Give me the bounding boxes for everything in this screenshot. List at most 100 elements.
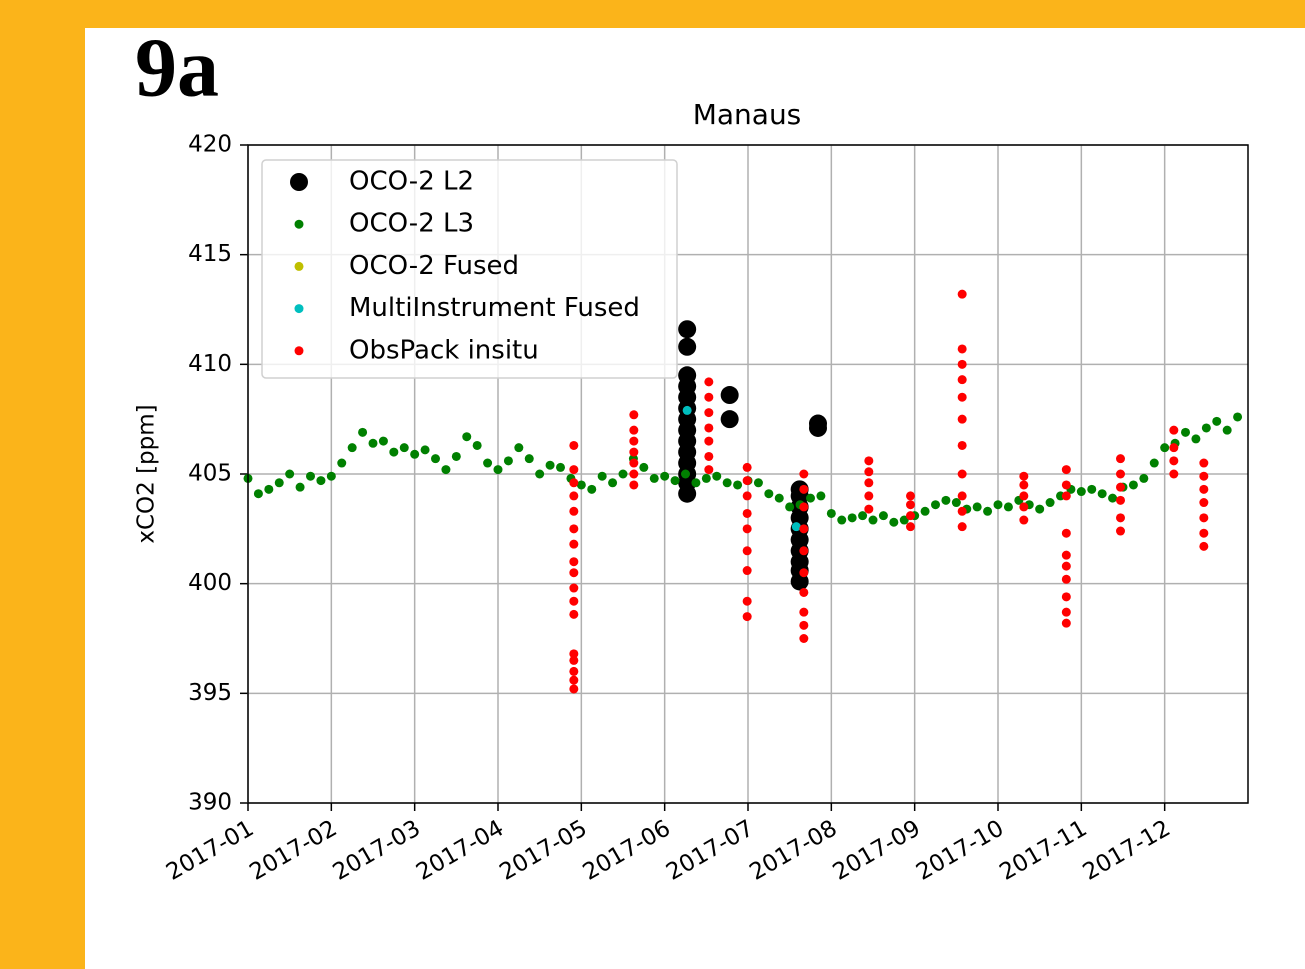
point	[569, 609, 579, 619]
point	[420, 445, 430, 455]
point	[1149, 458, 1159, 468]
point	[629, 480, 639, 490]
point	[682, 405, 692, 415]
y-tick-label: 390	[188, 790, 232, 816]
point	[799, 587, 809, 597]
point	[864, 467, 874, 477]
point	[316, 476, 326, 486]
point	[742, 524, 752, 534]
point	[899, 515, 909, 525]
point	[670, 476, 680, 486]
point	[691, 478, 701, 488]
point	[569, 675, 579, 685]
point	[799, 502, 809, 512]
point	[720, 386, 739, 405]
point	[295, 482, 305, 492]
point	[742, 491, 752, 501]
point	[1169, 425, 1179, 435]
point	[1139, 473, 1149, 483]
point	[274, 478, 284, 488]
point	[368, 438, 378, 448]
point	[983, 506, 993, 516]
point	[837, 515, 847, 525]
point	[704, 451, 714, 461]
point	[1199, 458, 1209, 468]
legend-label: OCO-2 L2	[349, 167, 474, 197]
legend-marker	[290, 173, 308, 191]
point	[569, 649, 579, 659]
point	[639, 462, 649, 472]
legend-label: OCO-2 L3	[349, 209, 474, 239]
point	[906, 491, 915, 501]
point	[799, 484, 809, 494]
point	[378, 436, 388, 446]
point	[535, 469, 545, 479]
point	[957, 506, 967, 516]
legend-marker	[294, 304, 304, 314]
point	[431, 454, 440, 464]
point	[957, 359, 967, 369]
point	[704, 465, 714, 475]
point	[569, 568, 579, 578]
point	[1116, 482, 1125, 492]
point	[1061, 574, 1071, 584]
point	[1061, 528, 1071, 538]
legend-box	[261, 159, 678, 379]
point	[826, 508, 836, 518]
point	[285, 469, 295, 479]
point	[1116, 526, 1125, 536]
point	[629, 458, 639, 468]
point	[1222, 425, 1232, 435]
point	[722, 478, 732, 488]
point	[597, 471, 607, 481]
point	[809, 414, 827, 433]
point	[1233, 412, 1243, 422]
point	[389, 447, 399, 457]
legend-label: ObsPack insitu	[349, 335, 539, 365]
legend-marker	[294, 346, 304, 356]
point	[799, 469, 809, 479]
point	[799, 546, 809, 556]
point	[889, 517, 899, 527]
legend-marker	[294, 219, 304, 229]
point	[462, 432, 472, 442]
point	[569, 684, 579, 694]
y-tick-label: 400	[188, 570, 232, 596]
point	[701, 473, 711, 483]
point	[1061, 491, 1071, 501]
point	[957, 440, 967, 450]
point	[742, 476, 752, 486]
point	[681, 469, 690, 479]
point	[1199, 471, 1209, 481]
point	[326, 471, 336, 481]
point	[799, 568, 809, 578]
point	[941, 495, 951, 505]
point	[1061, 592, 1071, 602]
point	[1199, 484, 1209, 494]
point	[1116, 513, 1125, 523]
legend-label: MultiInstrument Fused	[349, 293, 640, 323]
point	[906, 522, 915, 532]
point	[868, 515, 878, 525]
point	[1116, 454, 1125, 464]
point	[799, 634, 809, 643]
point	[678, 366, 697, 385]
point	[704, 408, 714, 418]
point	[410, 449, 420, 459]
point	[1087, 484, 1097, 494]
point	[1181, 427, 1190, 437]
point	[569, 557, 579, 567]
point	[1061, 480, 1071, 490]
panel-label: 9a	[135, 21, 219, 114]
point	[957, 392, 967, 402]
point	[629, 447, 639, 457]
point	[1116, 469, 1125, 479]
point	[569, 596, 579, 606]
point	[742, 462, 752, 472]
point	[1019, 502, 1029, 512]
point	[864, 504, 874, 514]
point	[1061, 550, 1071, 560]
point	[1061, 618, 1071, 628]
point	[742, 546, 752, 556]
point	[704, 423, 714, 433]
